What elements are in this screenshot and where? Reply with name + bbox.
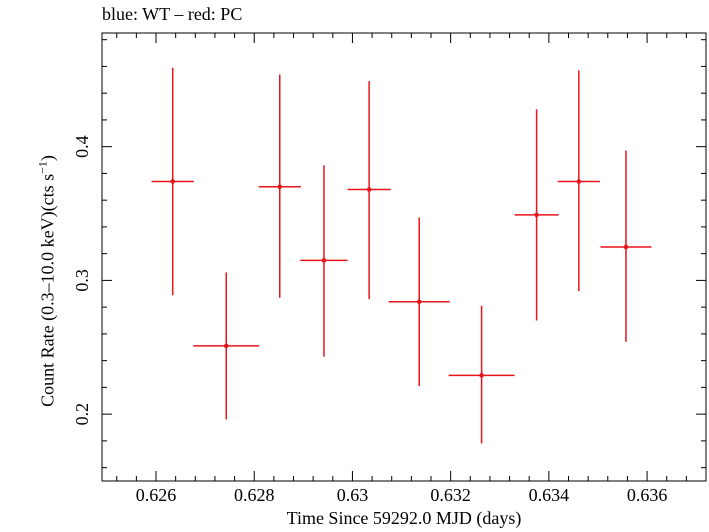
data-point bbox=[258, 74, 301, 298]
x-tick-label: 0.634 bbox=[529, 485, 570, 505]
data-point bbox=[151, 67, 194, 296]
x-axis-label: Time Since 59292.0 MJD (days) bbox=[286, 508, 522, 528]
data-marker bbox=[479, 373, 484, 378]
data-points bbox=[151, 67, 652, 444]
data-marker bbox=[623, 244, 629, 250]
data-point bbox=[557, 70, 600, 292]
data-marker bbox=[534, 212, 539, 218]
data-point bbox=[514, 109, 559, 321]
data-point bbox=[448, 305, 515, 444]
data-marker bbox=[170, 179, 176, 184]
plot-frame bbox=[101, 32, 707, 482]
data-point bbox=[347, 81, 391, 300]
x-tick-label: 0.626 bbox=[136, 485, 177, 505]
chart-title: blue: WT – red: PC bbox=[102, 4, 243, 24]
data-point bbox=[600, 150, 652, 342]
data-marker bbox=[416, 299, 422, 305]
data-point bbox=[300, 165, 348, 357]
y-axis-label: Count Rate (0.3–10.0 keV)(cts s−1) bbox=[36, 155, 59, 407]
data-point bbox=[193, 272, 260, 420]
data-marker bbox=[366, 187, 372, 192]
axis-tick-labels: 0.626 0.628 0.63 0.632 0.634 0.636 0.2 0.3 0.4 bbox=[72, 135, 667, 505]
y-tick-label: 0.3 bbox=[72, 269, 92, 292]
x-tick-label: 0.636 bbox=[627, 485, 668, 505]
y-axis-label-close: ) bbox=[37, 155, 58, 162]
x-tick-label: 0.63 bbox=[337, 485, 369, 505]
data-marker bbox=[576, 179, 582, 184]
data-marker bbox=[277, 184, 283, 190]
axis-ticks bbox=[102, 33, 707, 481]
y-tick-label: 0.4 bbox=[72, 135, 92, 158]
y-axis-label-text: Count Rate (0.3–10.0 keV)(cts s bbox=[37, 173, 58, 407]
x-tick-label: 0.632 bbox=[430, 485, 471, 505]
data-marker bbox=[321, 258, 327, 263]
x-tick-label: 0.628 bbox=[234, 485, 275, 505]
y-axis-label-superscript: −1 bbox=[35, 161, 50, 174]
y-tick-label: 0.2 bbox=[72, 403, 92, 426]
data-point bbox=[388, 217, 450, 387]
data-marker bbox=[223, 343, 229, 349]
